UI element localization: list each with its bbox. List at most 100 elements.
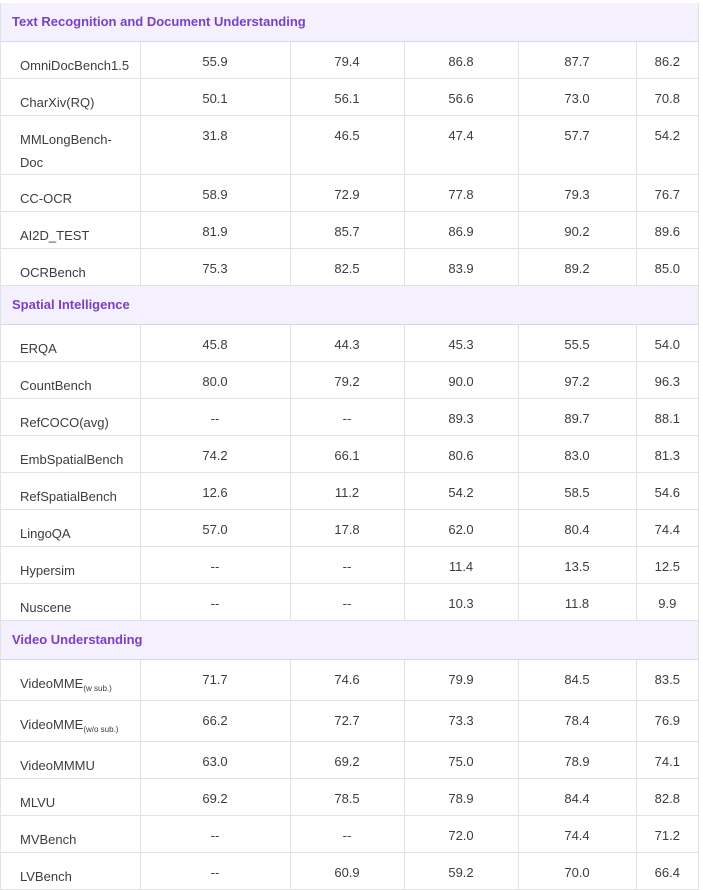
benchmark-name: VideoMME [20,717,84,732]
score-cell: 11.4 [404,546,519,584]
table-row: MVBench -- -- 72.0 74.4 71.2 [1,815,699,853]
benchmark-name-cell: OCRBench [1,248,141,286]
score-cell: 79.3 [518,174,637,212]
table-row: RefCOCO(avg) -- -- 89.3 89.7 88.1 [1,398,699,436]
benchmark-name: LVBench [20,869,72,884]
score-cell: 55.5 [518,324,637,362]
benchmark-name: AI2D_TEST [20,228,90,243]
score-cell: 75.3 [140,248,291,286]
score-cell: 90.0 [404,361,519,399]
score-cell: 78.9 [518,741,637,779]
score-cell: 79.2 [290,361,405,399]
score-cell: 12.6 [140,472,291,510]
benchmark-table-body: Text Recognition and Document Understand… [1,3,699,890]
score-cell: 66.2 [140,700,291,742]
score-cell: 60.9 [290,852,405,890]
score-cell: 58.9 [140,174,291,212]
score-cell: 78.5 [290,778,405,816]
score-cell: 76.9 [636,700,699,742]
score-cell: 74.6 [290,659,405,701]
table-row: CountBench 80.0 79.2 90.0 97.2 96.3 [1,361,699,399]
benchmark-name-cell: MVBench [1,815,141,853]
score-cell: -- [290,583,405,621]
benchmark-name: Nuscene [20,600,72,615]
score-cell: 81.3 [636,435,699,473]
score-cell: 80.6 [404,435,519,473]
score-cell: 58.5 [518,472,637,510]
score-cell: 54.0 [636,324,699,362]
benchmark-name: MMLongBench-Doc [20,132,112,170]
benchmark-name: CC-OCR [20,191,72,206]
section-title: Text Recognition and Document Understand… [1,3,699,42]
score-cell: 83.9 [404,248,519,286]
benchmark-name-cell: EmbSpatialBench [1,435,141,473]
score-cell: -- [140,546,291,584]
table-row: VideoMME(w sub.) 71.7 74.6 79.9 84.5 83.5 [1,659,699,701]
score-cell: 73.3 [404,700,519,742]
score-cell: 89.7 [518,398,637,436]
table-row: OmniDocBench1.5 55.9 79.4 86.8 87.7 86.2 [1,41,699,79]
benchmark-name: EmbSpatialBench [20,452,124,467]
score-cell: 72.7 [290,700,405,742]
benchmark-name-cell: CountBench [1,361,141,399]
benchmark-name: CountBench [20,378,92,393]
score-cell: 83.0 [518,435,637,473]
benchmark-name: VideoMMMU [20,758,95,773]
benchmark-name-cell: LingoQA [1,509,141,547]
benchmark-table-wrapper: Text Recognition and Document Understand… [0,3,699,890]
score-cell: 69.2 [140,778,291,816]
score-cell: 66.4 [636,852,699,890]
score-cell: 9.9 [636,583,699,621]
score-cell: 45.8 [140,324,291,362]
benchmark-name-cell: RefCOCO(avg) [1,398,141,436]
score-cell: 57.7 [518,115,637,175]
score-cell: -- [290,815,405,853]
table-row: ERQA 45.8 44.3 45.3 55.5 54.0 [1,324,699,362]
table-row: LVBench -- 60.9 59.2 70.0 66.4 [1,852,699,890]
table-row: VideoMME(w/o sub.) 66.2 72.7 73.3 78.4 76.9 [1,700,699,742]
table-row: MMLongBench-Doc 31.8 46.5 47.4 57.7 54.2 [1,115,699,175]
score-cell: 56.1 [290,78,405,116]
score-cell: 85.0 [636,248,699,286]
score-cell: 80.0 [140,361,291,399]
score-cell: 77.8 [404,174,519,212]
score-cell: 82.8 [636,778,699,816]
score-cell: 11.2 [290,472,405,510]
benchmark-name-cell: OmniDocBench1.5 [1,41,141,79]
score-cell: 88.1 [636,398,699,436]
score-cell: -- [140,398,291,436]
score-cell: 89.3 [404,398,519,436]
score-cell: 17.8 [290,509,405,547]
score-cell: 54.2 [404,472,519,510]
benchmark-name: MLVU [20,795,56,810]
benchmark-name-cell: LVBench [1,852,141,890]
table-row: CC-OCR 58.9 72.9 77.8 79.3 76.7 [1,174,699,212]
benchmark-name-cell: CharXiv(RQ) [1,78,141,116]
score-cell: 86.8 [404,41,519,79]
score-cell: 74.2 [140,435,291,473]
benchmark-name: ERQA [20,341,57,356]
benchmark-name-cell: VideoMMMU [1,741,141,779]
score-cell: 74.4 [636,509,699,547]
score-cell: 50.1 [140,78,291,116]
benchmark-name: LingoQA [20,526,71,541]
section-title: Video Understanding [1,620,699,660]
score-cell: 55.9 [140,41,291,79]
table-row: EmbSpatialBench 74.2 66.1 80.6 83.0 81.3 [1,435,699,473]
score-cell: 56.6 [404,78,519,116]
benchmark-subscript: (w sub.) [83,684,112,693]
score-cell: 81.9 [140,211,291,249]
score-cell: 45.3 [404,324,519,362]
score-cell: 80.4 [518,509,637,547]
score-cell: 79.9 [404,659,519,701]
table-row: CharXiv(RQ) 50.1 56.1 56.6 73.0 70.8 [1,78,699,116]
benchmark-name: OmniDocBench1.5 [20,58,130,73]
table-row: LingoQA 57.0 17.8 62.0 80.4 74.4 [1,509,699,547]
score-cell: 75.0 [404,741,519,779]
score-cell: 70.0 [518,852,637,890]
benchmark-name: RefSpatialBench [20,489,117,504]
section-header: Spatial Intelligence [1,285,699,325]
score-cell: 66.1 [290,435,405,473]
benchmark-name: Hypersim [20,563,75,578]
score-cell: 70.8 [636,78,699,116]
